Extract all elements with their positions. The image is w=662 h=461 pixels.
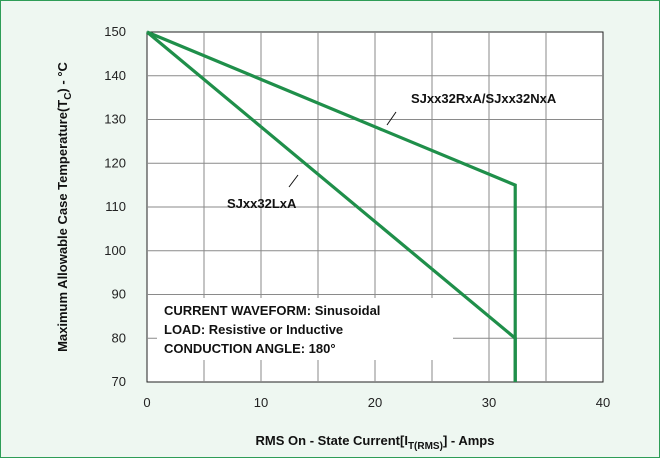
- y-tick-label: 70: [112, 374, 126, 389]
- y-tick-label: 110: [105, 199, 126, 214]
- series-label-2-leader: [288, 174, 299, 188]
- y-tick-label: 120: [104, 155, 126, 170]
- y-axis-title-end: ) - °C: [55, 61, 70, 92]
- x-axis-title-main: RMS On - State Current[I: [256, 433, 408, 448]
- y-axis-title-main: Maximum Allowable Case Temperature(T: [55, 100, 70, 352]
- x-tick-label: 30: [482, 395, 496, 410]
- y-axis-title-subscript: C: [63, 93, 74, 100]
- annotation-line-1: CURRENT WAVEFORM: Sinusoidal: [164, 303, 380, 318]
- y-tick-label: 100: [104, 243, 126, 258]
- y-tick-label: 150: [104, 24, 126, 39]
- x-tick-label: 20: [368, 395, 382, 410]
- x-axis-title-subscript: T(RMS): [408, 441, 443, 452]
- series-label-1: SJxx32RxA/SJxx32NxA: [411, 91, 557, 106]
- series-label-2: SJxx32LxA: [227, 196, 297, 211]
- y-axis-title: Maximum Allowable Case Temperature(TC) -…: [55, 61, 74, 351]
- x-axis-title-end: ] - Amps: [443, 433, 495, 448]
- x-axis-title: RMS On - State Current[IT(RMS)] - Amps: [256, 433, 495, 452]
- annotation-box: [157, 298, 453, 360]
- y-tick-label: 140: [104, 68, 126, 83]
- x-tick-label: 10: [254, 395, 268, 410]
- series-label-1-leader: [386, 111, 397, 126]
- y-tick-label: 80: [112, 330, 126, 345]
- series-line-1: [146, 30, 517, 382]
- series-line-2: [145, 30, 517, 382]
- x-tick-label: 40: [596, 395, 610, 410]
- annotation-line-2: LOAD: Resistive or Inductive: [164, 322, 343, 337]
- y-tick-label: 90: [112, 287, 126, 302]
- y-tick-label: 130: [104, 112, 126, 127]
- annotation-line-3: CONDUCTION ANGLE: 180°: [164, 341, 336, 356]
- x-tick-label: 0: [143, 395, 150, 410]
